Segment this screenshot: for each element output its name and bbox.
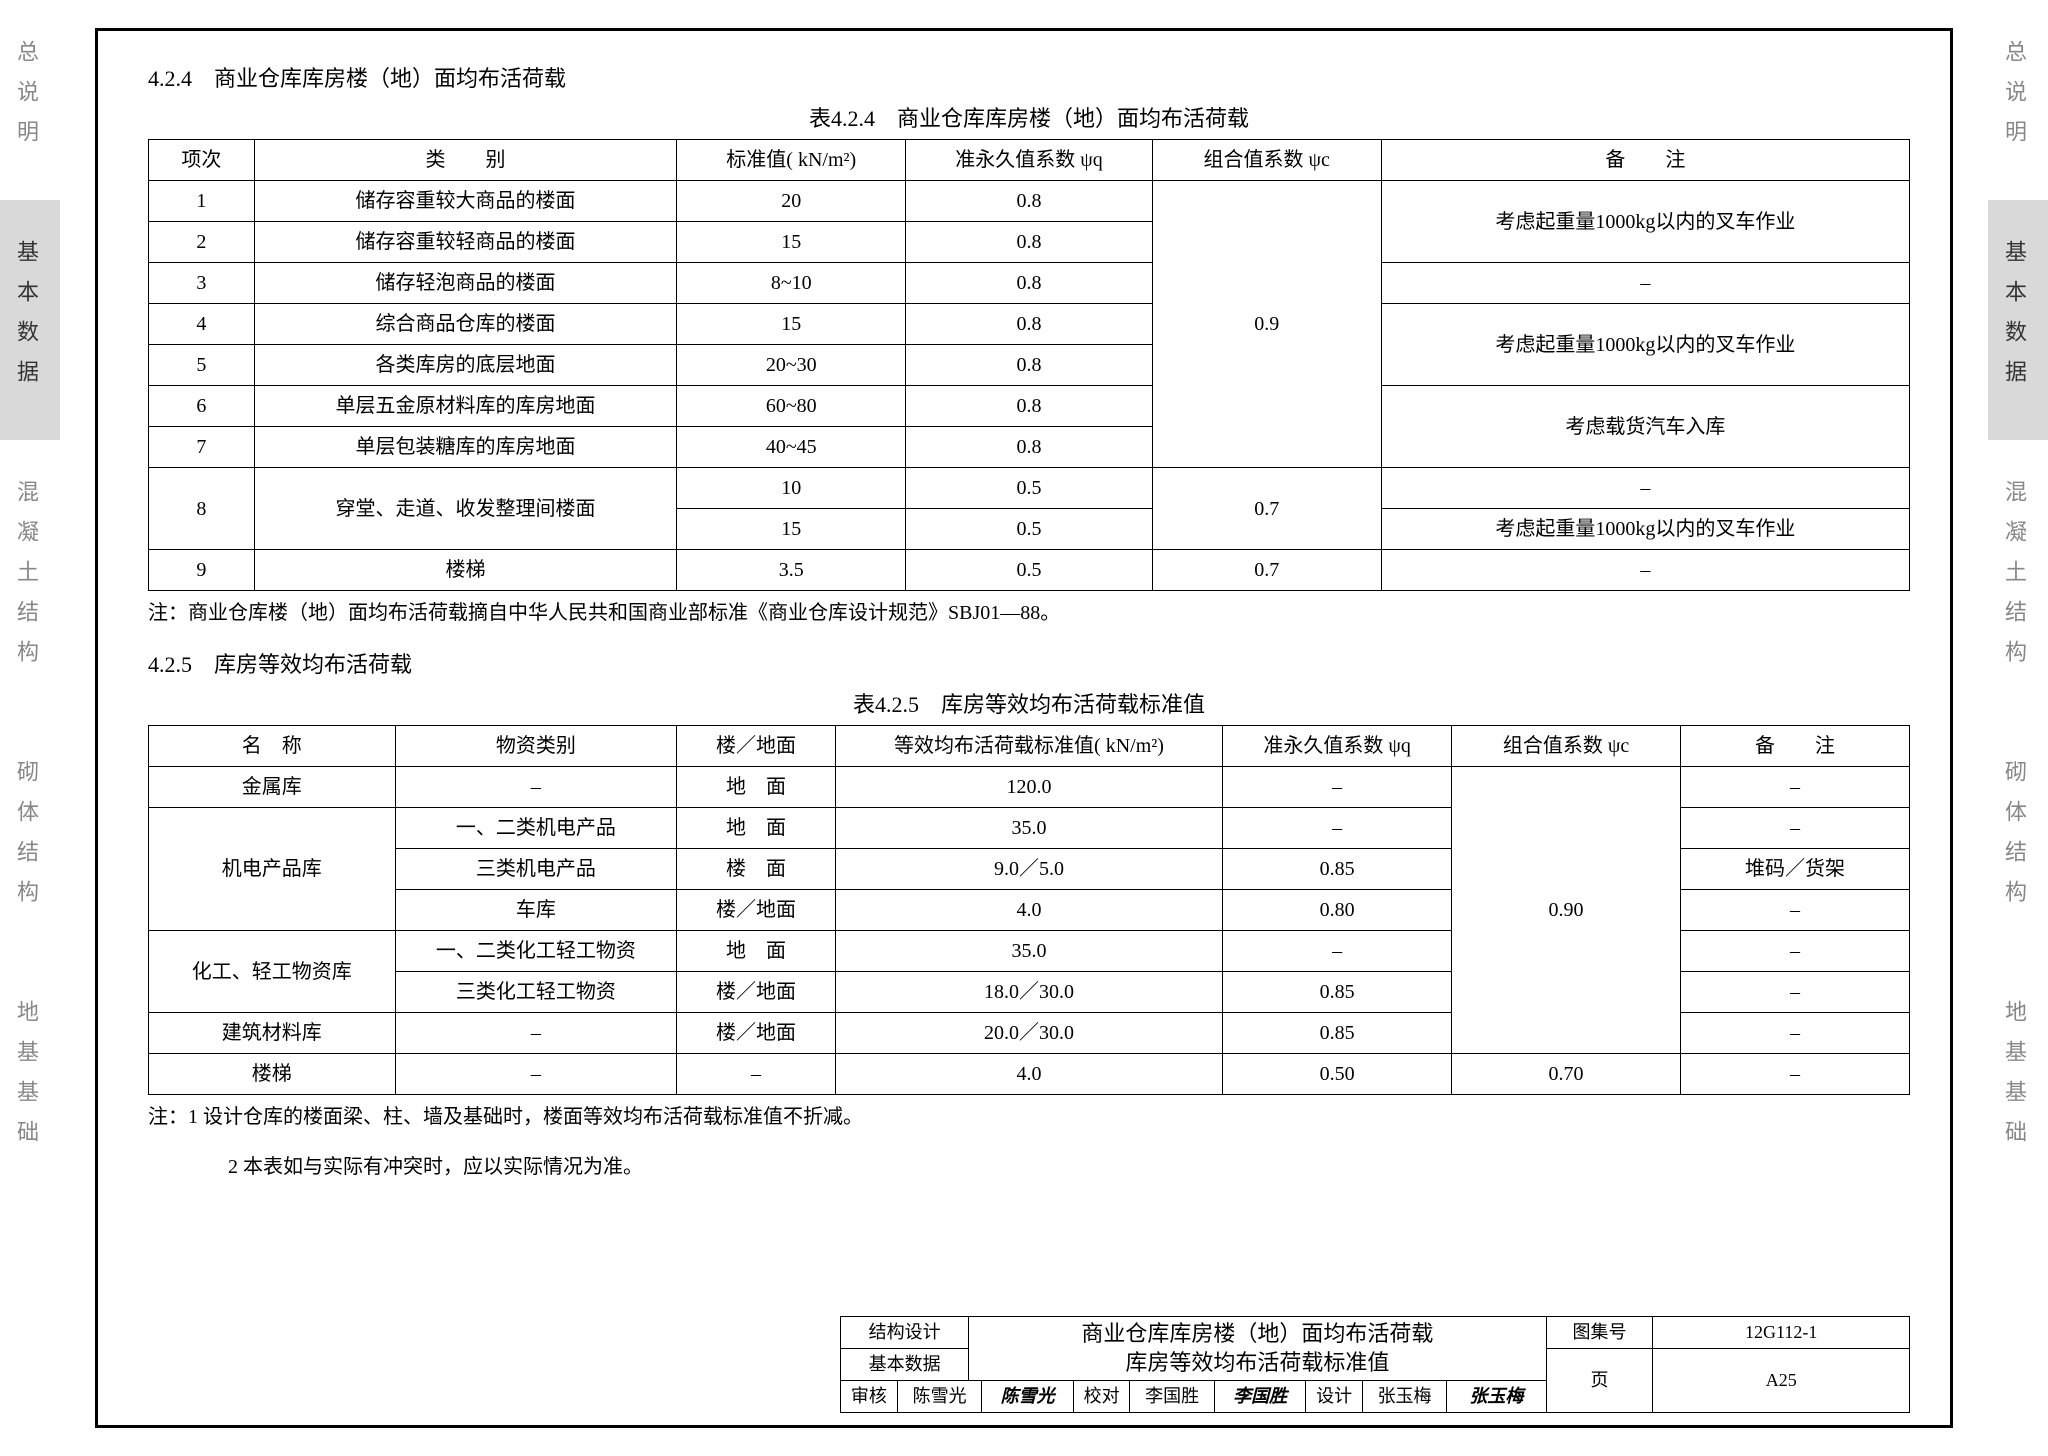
table-row: 楼梯 – – 4.0 0.50 0.70 – [149, 1054, 1910, 1095]
signature-设计: 张玉梅 [1447, 1381, 1546, 1412]
footnote-425-1: 注：1 设计仓库的楼面梁、柱、墙及基础时，楼面等效均布活荷载标准值不折减。 [148, 1101, 1910, 1133]
caption-424: 表4.2.4 商业仓库库房楼（地）面均布活荷载 [148, 101, 1910, 133]
heading-424: 4.2.4 商业仓库库房楼（地）面均布活荷载 [148, 61, 1910, 93]
table-row: 1 储存容重较大商品的楼面 20 0.8 0.9 考虑起重量1000kg以内的叉… [149, 181, 1910, 222]
nav-basic-data[interactable]: 基本数据 [0, 200, 60, 440]
nav-overview-r[interactable]: 总说明 [1988, 0, 2048, 200]
table-424: 项次 类 别 标准值( kN/m²) 准永久值系数 ψq 组合值系数 ψc 备 … [148, 139, 1910, 591]
title-line1: 商业仓库库房楼（地）面均布活荷载 [975, 1320, 1539, 1349]
title-line2: 库房等效均布活荷载标准值 [975, 1349, 1539, 1378]
nav-foundation[interactable]: 地基基础 [0, 960, 60, 1200]
title-block: 结构设计 商业仓库库房楼（地）面均布活荷载 库房等效均布活荷载标准值 图集号 1… [840, 1316, 1910, 1413]
signature-校对: 李国胜 [1214, 1381, 1306, 1412]
footnote-425-2: 2 本表如与实际有冲突时，应以实际情况为准。 [148, 1151, 1910, 1183]
table-row: 6 单层五金原材料库的库房地面 60~80 0.8 考虑载货汽车入库 [149, 386, 1910, 427]
table-row: 金属库 – 地 面 120.0 – 0.90 – [149, 767, 1910, 808]
nav-concrete[interactable]: 混凝土结构 [0, 440, 60, 720]
table-row: 项次 类 别 标准值( kN/m²) 准永久值系数 ψq 组合值系数 ψc 备 … [149, 140, 1910, 181]
table-row: 9 楼梯 3.5 0.5 0.7 – [149, 550, 1910, 591]
side-nav-right: 总说明 基本数据 混凝土结构 砌体结构 地基基础 [1988, 0, 2048, 1456]
page-frame: 4.2.4 商业仓库库房楼（地）面均布活荷载 表4.2.4 商业仓库库房楼（地）… [95, 28, 1953, 1428]
table-row: 3 储存轻泡商品的楼面 8~10 0.8 – [149, 263, 1910, 304]
th: 组合值系数 ψc [1152, 140, 1381, 181]
nav-overview[interactable]: 总说明 [0, 0, 60, 200]
nav-foundation-r[interactable]: 地基基础 [1988, 960, 2048, 1200]
nav-masonry[interactable]: 砌体结构 [0, 720, 60, 960]
table-row: 结构设计 商业仓库库房楼（地）面均布活荷载 库房等效均布活荷载标准值 图集号 1… [841, 1317, 1910, 1349]
th: 备 注 [1381, 140, 1909, 181]
th: 项次 [149, 140, 255, 181]
side-nav-left: 总说明 基本数据 混凝土结构 砌体结构 地基基础 [0, 0, 60, 1456]
table-row: 4 综合商品仓库的楼面 15 0.8 考虑起重量1000kg以内的叉车作业 [149, 304, 1910, 345]
th: 类 别 [254, 140, 677, 181]
nav-masonry-r[interactable]: 砌体结构 [1988, 720, 2048, 960]
th: 准永久值系数 ψq [906, 140, 1153, 181]
nav-concrete-r[interactable]: 混凝土结构 [1988, 440, 2048, 720]
signature-审核: 陈雪光 [982, 1381, 1074, 1412]
th: 标准值( kN/m²) [677, 140, 906, 181]
table-row: 8 穿堂、走道、收发整理间楼面 10 0.5 0.7 – [149, 468, 1910, 509]
heading-425: 4.2.5 库房等效均布活荷载 [148, 647, 1910, 679]
table-row: 名 称 物资类别 楼／地面 等效均布活荷载标准值( kN/m²) 准永久值系数 … [149, 726, 1910, 767]
nav-basic-data-r[interactable]: 基本数据 [1988, 200, 2048, 440]
caption-425: 表4.2.5 库房等效均布活荷载标准值 [148, 687, 1910, 719]
footnote-424: 注：商业仓库楼（地）面均布活荷载摘自中华人民共和国商业部标准《商业仓库设计规范》… [148, 597, 1910, 629]
table-425: 名 称 物资类别 楼／地面 等效均布活荷载标准值( kN/m²) 准永久值系数 … [148, 725, 1910, 1095]
